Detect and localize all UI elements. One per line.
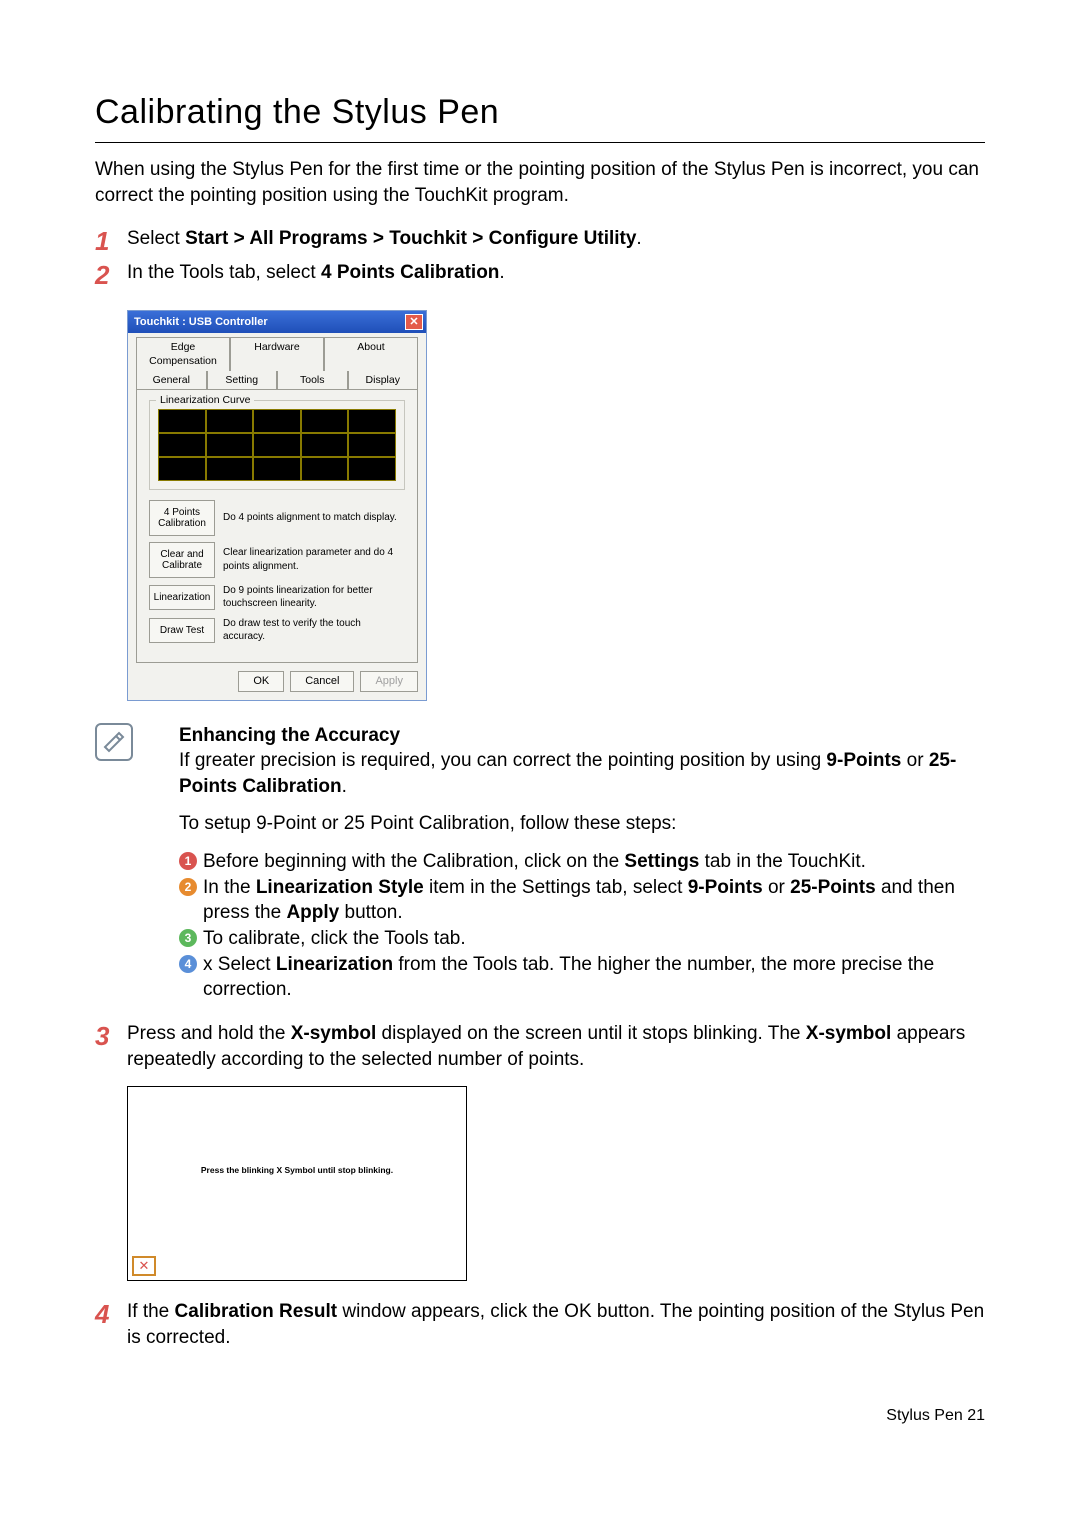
note-heading: Enhancing the Accuracy (179, 723, 985, 749)
tab-panel-tools: Linearization Curve 4 Points Calibration… (136, 390, 418, 663)
bullet-4-icon: 4 (179, 955, 197, 973)
step-3-text: Press and hold the X-symbol displayed on… (127, 1021, 985, 1072)
page-footer: Stylus Pen 21 (95, 1405, 985, 1427)
step-number-2: 2 (95, 260, 127, 288)
linearization-curve-fieldset: Linearization Curve (149, 400, 405, 490)
step-4-text: If the Calibration Result window appears… (127, 1299, 985, 1350)
step-number-1: 1 (95, 226, 127, 254)
step-3: 3 Press and hold the X-symbol displayed … (95, 1021, 985, 1072)
step-1: 1 Select Start > All Programs > Touchkit… (95, 226, 985, 254)
draw-test-button[interactable]: Draw Test (149, 618, 215, 643)
note-p1: If greater precision is required, you ca… (179, 748, 985, 799)
step-2: 2 In the Tools tab, select 4 Points Cali… (95, 260, 985, 288)
bullet-1-icon: 1 (179, 852, 197, 870)
note-step-4: 4 x Select Linearization from the Tools … (179, 952, 985, 1003)
touchkit-dialog: Touchkit : USB Controller ✕ Edge Compens… (127, 310, 427, 700)
tool-row-drawtest: Draw Test Do draw test to verify the tou… (149, 617, 405, 644)
tool-desc: Do 9 points linearization for better tou… (223, 584, 405, 611)
dialog-button-row: OK Cancel Apply (136, 671, 418, 692)
tab-general[interactable]: General (136, 371, 207, 390)
bullet-3-icon: 3 (179, 929, 197, 947)
tab-display[interactable]: Display (348, 371, 419, 390)
page-title: Calibrating the Stylus Pen (95, 90, 985, 136)
close-icon[interactable]: ✕ (405, 314, 423, 330)
tab-edge-compensation[interactable]: Edge Compensation (136, 337, 230, 370)
tab-tools[interactable]: Tools (277, 371, 348, 390)
calibration-instruction: Press the blinking X Symbol until stop b… (128, 1165, 466, 1176)
tool-desc: Do 4 points alignment to match display. (223, 511, 405, 525)
tab-setting[interactable]: Setting (207, 371, 278, 390)
linearization-button[interactable]: Linearization (149, 585, 215, 610)
divider (95, 142, 985, 143)
dialog-title: Touchkit : USB Controller (134, 315, 268, 330)
tool-row-4points: 4 Points Calibration Do 4 points alignme… (149, 500, 405, 536)
step-1-text: Select Start > All Programs > Touchkit >… (127, 226, 985, 252)
fieldset-label: Linearization Curve (156, 393, 254, 407)
tool-desc: Clear linearization parameter and do 4 p… (223, 546, 405, 573)
dialog-titlebar: Touchkit : USB Controller ✕ (128, 311, 426, 333)
apply-button[interactable]: Apply (360, 671, 418, 692)
note-icon (95, 723, 133, 761)
linearization-preview (158, 409, 396, 481)
x-symbol-icon[interactable]: ✕ (132, 1256, 156, 1276)
cancel-button[interactable]: Cancel (290, 671, 354, 692)
step-2-text: In the Tools tab, select 4 Points Calibr… (127, 260, 985, 286)
tab-row-top: Edge Compensation Hardware About (136, 337, 418, 370)
step-4: 4 If the Calibration Result window appea… (95, 1299, 985, 1350)
calibration-screen: Press the blinking X Symbol until stop b… (127, 1086, 467, 1281)
intro-paragraph: When using the Stylus Pen for the first … (95, 157, 985, 208)
ok-button[interactable]: OK (238, 671, 284, 692)
tab-row-bottom: General Setting Tools Display (136, 371, 418, 390)
note-block: Enhancing the Accuracy If greater precis… (95, 723, 985, 1003)
tab-about[interactable]: About (324, 337, 418, 370)
tool-row-linearization: Linearization Do 9 points linearization … (149, 584, 405, 611)
note-step-3: 3 To calibrate, click the Tools tab. (179, 926, 985, 952)
note-step-2: 2 In the Linearization Style item in the… (179, 875, 985, 926)
clear-and-calibrate-button[interactable]: Clear and Calibrate (149, 542, 215, 578)
step-number-3: 3 (95, 1021, 127, 1049)
tab-hardware[interactable]: Hardware (230, 337, 324, 370)
tool-desc: Do draw test to verify the touch accurac… (223, 617, 405, 644)
note-step-1: 1 Before beginning with the Calibration,… (179, 849, 985, 875)
tool-row-clear: Clear and Calibrate Clear linearization … (149, 542, 405, 578)
four-points-calibration-button[interactable]: 4 Points Calibration (149, 500, 215, 536)
bullet-2-icon: 2 (179, 878, 197, 896)
note-p2: To setup 9-Point or 25 Point Calibration… (179, 811, 985, 837)
step-number-4: 4 (95, 1299, 127, 1327)
